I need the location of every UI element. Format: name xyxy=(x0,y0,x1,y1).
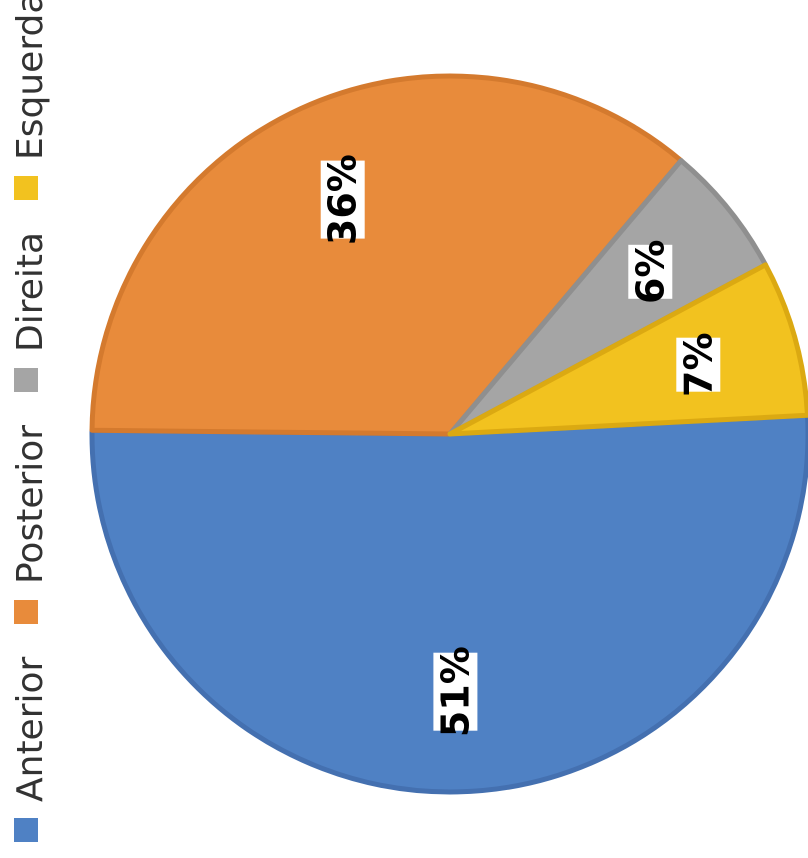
legend-label-direita: Direita xyxy=(10,232,51,352)
data-label-direita: 6% xyxy=(628,240,672,305)
data-label-background xyxy=(320,160,365,239)
data-label-group-direita: 6% xyxy=(628,240,673,305)
data-label-posterior: 36% xyxy=(321,154,365,245)
legend-swatch-esquerda xyxy=(14,176,38,200)
pie-data-labels: 51% 36% 6%7% xyxy=(320,154,721,737)
data-label-background xyxy=(628,244,673,299)
data-label-anterior: 51% xyxy=(433,646,477,737)
data-label-background xyxy=(676,337,721,392)
legend-label-posterior: Posterior xyxy=(10,425,51,584)
data-label-group-anterior: 51% xyxy=(433,646,478,737)
pie-slice-direita xyxy=(447,158,769,437)
legend-swatch-anterior xyxy=(14,818,38,842)
legend-swatch-posterior xyxy=(14,600,38,624)
pie-slice-anterior xyxy=(89,412,808,795)
pie-slice-esquerda xyxy=(447,262,808,437)
data-label-group-posterior: 36% xyxy=(320,154,365,245)
data-label-esquerda: 7% xyxy=(676,332,720,397)
pie-slices xyxy=(89,73,808,795)
legend-label-esquerda: Esquerda xyxy=(10,0,51,160)
legend-label-anterior: Anterior xyxy=(10,656,51,802)
data-label-group-esquerda: 7% xyxy=(676,332,721,397)
data-label-background xyxy=(433,652,478,731)
legend-swatch-direita xyxy=(14,368,38,392)
legend: Anterior Posterior Direita Esquerda xyxy=(10,0,51,842)
pie-slice-posterior xyxy=(89,73,684,437)
